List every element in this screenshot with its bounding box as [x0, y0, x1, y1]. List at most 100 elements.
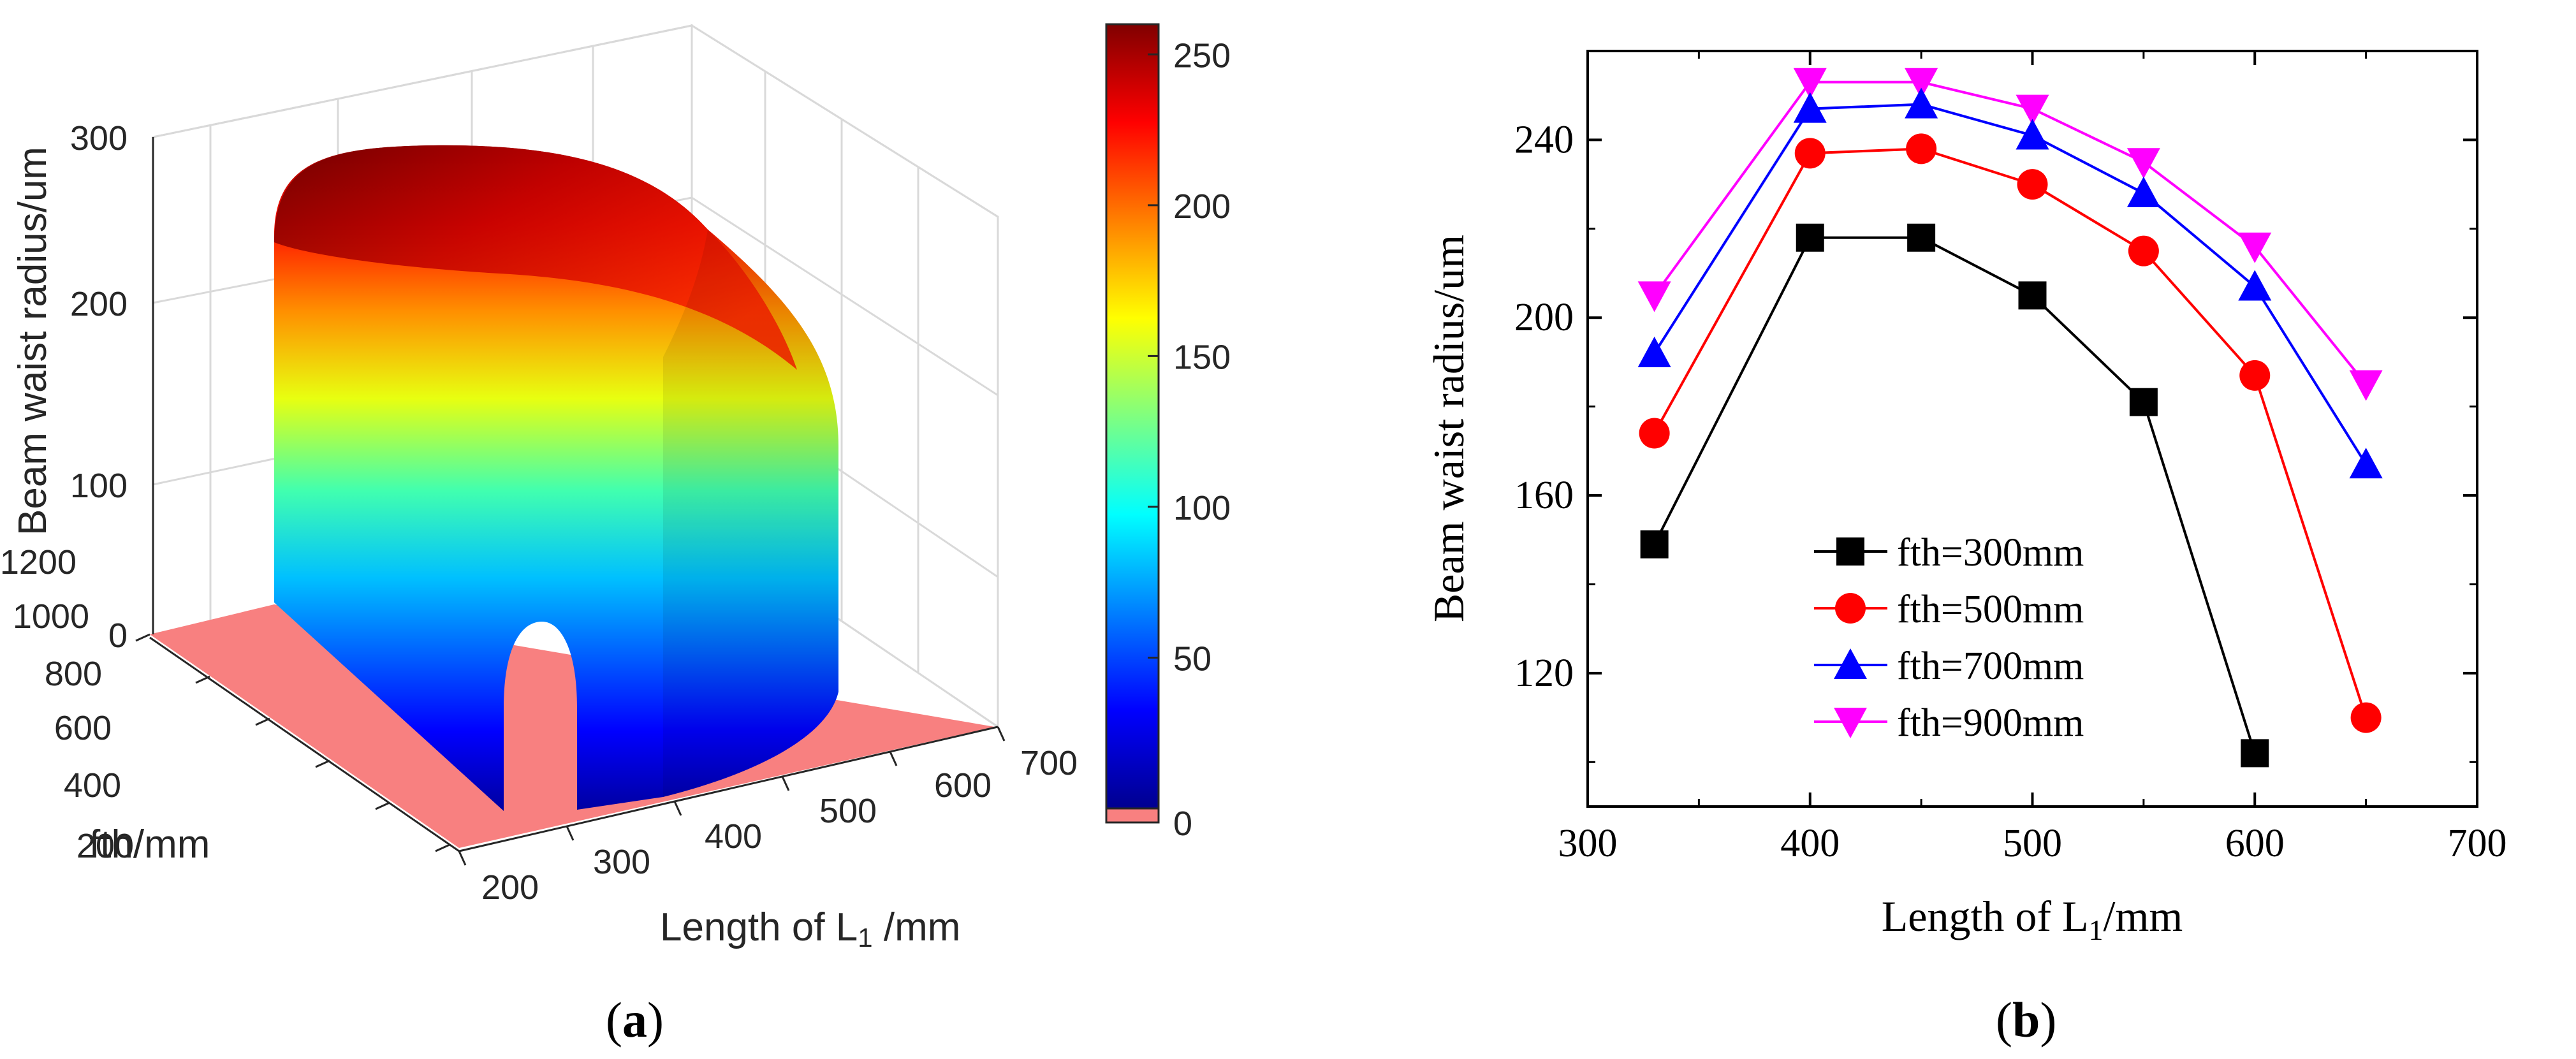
- colorbar-tick-label: 50: [1173, 639, 1211, 678]
- surface-front-face: [274, 145, 838, 812]
- colorbar-tick-label: 0: [1173, 805, 1192, 843]
- x-tick-mark: [673, 801, 682, 816]
- data-point: [2017, 169, 2048, 200]
- y-tick-mark: [375, 801, 390, 810]
- y-tick-label: 1200: [0, 543, 77, 581]
- data-point: [1793, 68, 1827, 99]
- legend-label: fth=700mm: [1897, 645, 2084, 688]
- y-tick-label: 1000: [13, 597, 89, 636]
- y-tick-mark: [195, 675, 210, 684]
- data-point: [2238, 232, 2272, 263]
- z-gridline: [691, 24, 999, 218]
- legend-marker: [1836, 537, 1864, 566]
- legend-item: fth=300mm: [1814, 531, 2084, 574]
- series-group: [1637, 68, 2383, 768]
- surface-top-cap: [274, 145, 797, 370]
- surface-panel: 0 100 200 300 200 400 600 800 1000 1200 200 300 400 5…: [0, 0, 1231, 1059]
- y-tick-mark: [255, 717, 270, 726]
- y-tick-label: 200: [1514, 296, 1574, 339]
- data-point: [1640, 530, 1669, 559]
- data-point: [2349, 448, 2383, 479]
- line-panel: 300 400 500 600 700 120 160 200 240 fth=300mm fth…: [1339, 0, 2576, 1059]
- x-tick-label: 600: [934, 766, 992, 805]
- y-tick-label: 800: [45, 655, 102, 693]
- x-tick-mark: [566, 826, 574, 841]
- tick-labels: 0 100 200 300 200 400 600 800 1000 1200 200 300 400 5…: [0, 119, 1078, 907]
- surface-chart: 0100200300200400600800100012002003004005…: [0, 23, 1231, 953]
- data-point: [1796, 223, 1824, 252]
- z-tick-label: 300: [70, 119, 128, 157]
- x-tick-mark: [458, 851, 467, 866]
- x-tick-label: 500: [2003, 822, 2062, 865]
- z-gridline: [152, 24, 692, 138]
- data-point: [2126, 148, 2160, 179]
- data-point: [2349, 370, 2383, 401]
- series-fth=300mm: [1640, 223, 2269, 768]
- caption-a: (a): [606, 992, 664, 1048]
- data-point: [2239, 360, 2271, 391]
- data-point: [1639, 418, 1670, 449]
- x-tick-label: 600: [2225, 822, 2285, 865]
- z-tick-label: 100: [70, 467, 128, 505]
- data-point: [2128, 235, 2159, 267]
- data-point: [2016, 119, 2049, 150]
- x-axis-label-subscript: 1: [2089, 914, 2104, 946]
- legend: fth=300mm fth=500mm fth=700mm fth=900mm: [1814, 531, 2084, 745]
- data-point: [1793, 92, 1827, 123]
- data-point: [2350, 702, 2382, 733]
- legend-label: fth=900mm: [1897, 701, 2084, 745]
- x-tick-label: 700: [2448, 822, 2507, 865]
- x-tick-mark: [781, 776, 790, 791]
- z-axis-label: Beam waist radius/um: [11, 147, 55, 536]
- data-point: [2018, 281, 2047, 310]
- series-fth=900mm: [1637, 68, 2383, 401]
- x-tick-label: 400: [705, 817, 762, 856]
- x-tick-label: 500: [819, 792, 877, 830]
- data-point: [2238, 270, 2272, 301]
- y-tick-label: 200: [77, 827, 134, 865]
- x-tick-mark: [997, 726, 1006, 741]
- data-point: [2241, 739, 2269, 768]
- x-tick-label: 300: [593, 843, 650, 881]
- colorbar-tick-label: 200: [1173, 187, 1231, 226]
- surface-side-shade: [663, 230, 838, 797]
- legend-label: fth=300mm: [1897, 531, 2084, 574]
- data-point: [1637, 337, 1671, 367]
- y-tick-mark: [315, 759, 330, 768]
- x-axis-label: Length of L1 /mm: [660, 905, 960, 953]
- data-point: [1637, 281, 1671, 312]
- legend-item: fth=900mm: [1814, 701, 2084, 745]
- x-tick-label: 400: [1780, 822, 1840, 865]
- data-point: [2129, 388, 2158, 416]
- y-tick-mark: [135, 633, 150, 642]
- colorbar-tick-label: 100: [1173, 489, 1231, 527]
- y-axis-label: fth/mm: [89, 822, 210, 866]
- x-tick-label: 700: [1020, 744, 1078, 782]
- caption-b: (b): [1996, 992, 2057, 1048]
- colorbar: [1105, 23, 1160, 810]
- z-gridline: [691, 196, 999, 397]
- x-tick-label: 300: [1558, 822, 1618, 865]
- data-point: [1906, 133, 1937, 164]
- data-point: [1907, 223, 1936, 252]
- y-tick-label: 120: [1514, 652, 1574, 695]
- colorbar-tick-label: 250: [1173, 36, 1231, 75]
- y-tick-label: 400: [64, 766, 121, 805]
- legend-item: fth=700mm: [1814, 645, 2084, 688]
- series-fth=700mm: [1637, 87, 2383, 479]
- legend-label: fth=500mm: [1897, 588, 2084, 631]
- data-point: [1905, 87, 1938, 119]
- colorbar-ticks: 0 50 100 150 200 250: [1148, 36, 1231, 843]
- colorbar-floor-swatch: [1105, 807, 1160, 824]
- y-axis-label: Beam waist radius/um: [1424, 235, 1473, 622]
- z-tick-label: 0: [108, 617, 128, 655]
- legend-item: fth=500mm: [1814, 588, 2084, 631]
- axes-lines: [149, 137, 999, 852]
- series-line: [1653, 236, 2257, 754]
- legend-marker: [1835, 593, 1866, 624]
- data-point: [1905, 68, 1938, 99]
- data-point: [2016, 94, 2049, 126]
- colorbar-tick-label: 150: [1173, 338, 1231, 376]
- y-tick-label: 240: [1514, 118, 1574, 161]
